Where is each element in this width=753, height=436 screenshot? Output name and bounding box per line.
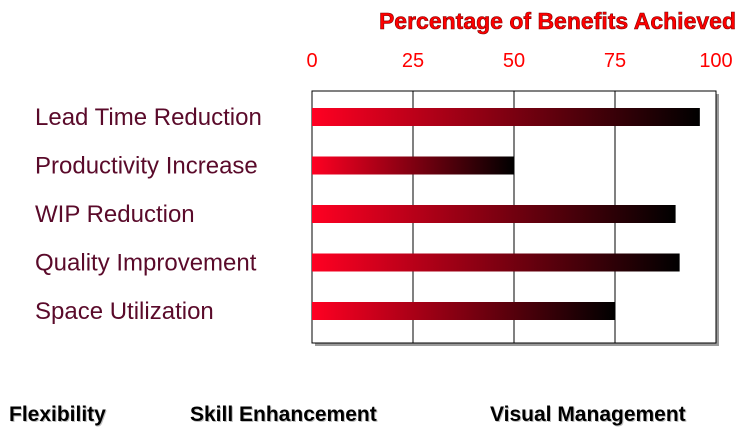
x-tick-label: 0 [306, 50, 317, 72]
bars [312, 108, 700, 320]
x-tick-label: 100 [699, 50, 732, 72]
category-label: Quality Improvement [35, 250, 257, 277]
category-label: Space Utilization [35, 298, 214, 325]
category-label: Productivity Increase [35, 153, 258, 180]
x-tick-labels: 0 25 50 75 100 [306, 50, 732, 72]
footer-flexibility: Flexibility [9, 403, 106, 426]
footer-skill-enhancement: Skill Enhancement [190, 403, 377, 426]
bar [312, 302, 615, 320]
bar [312, 205, 676, 223]
category-labels: Lead Time Reduction Productivity Increase… [35, 104, 262, 325]
x-tick-label: 50 [503, 50, 525, 72]
footer-visual-management: Visual Management [490, 403, 686, 426]
x-tick-label: 75 [604, 50, 626, 72]
category-label: Lead Time Reduction [35, 104, 262, 131]
bar [312, 108, 700, 126]
category-label: WIP Reduction [35, 201, 195, 228]
x-tick-label: 25 [402, 50, 424, 72]
bar [312, 253, 680, 272]
bar [312, 156, 514, 175]
chart-title: Percentage of Benefits Achieved [379, 8, 736, 34]
